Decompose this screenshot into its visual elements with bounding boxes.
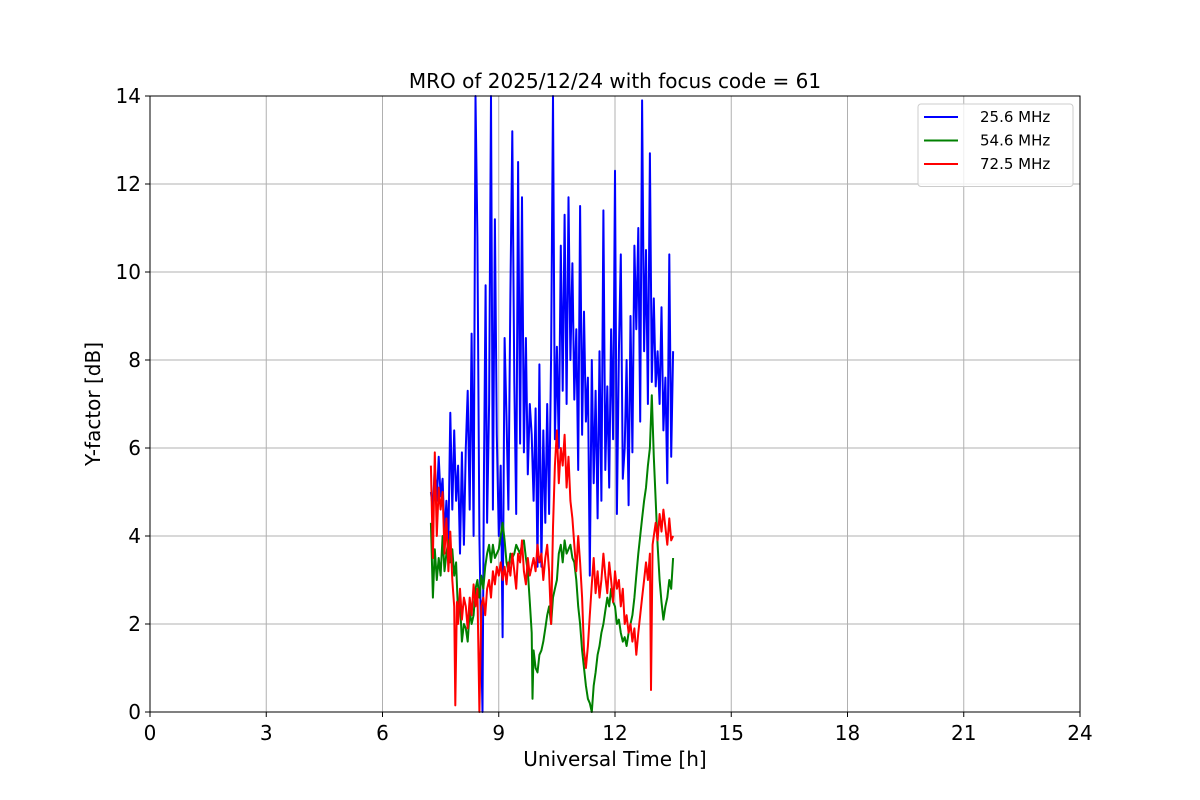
y-axis-label: Y-factor [dB] xyxy=(81,342,105,467)
y-tick-label: 6 xyxy=(128,436,141,460)
x-tick-label: 24 xyxy=(1067,721,1092,745)
y-tick-label: 10 xyxy=(116,260,141,284)
y-tick-label: 14 xyxy=(116,84,141,108)
plot-area xyxy=(429,95,675,713)
legend-label-2: 54.6 MHz xyxy=(980,132,1050,150)
y-tick-label: 8 xyxy=(128,348,141,372)
legend-label-3: 72.5 MHz xyxy=(980,155,1050,173)
x-tick-label: 6 xyxy=(376,721,389,745)
y-tick-label: 2 xyxy=(128,612,141,636)
y-tick-label: 0 xyxy=(128,700,141,724)
y-tick-label: 4 xyxy=(128,524,141,548)
x-tick-label: 12 xyxy=(602,721,627,745)
x-axis-label: Universal Time [h] xyxy=(523,747,706,771)
series-line-3 xyxy=(429,429,675,713)
chart-title: MRO of 2025/12/24 with focus code = 61 xyxy=(409,69,821,93)
x-tick-label: 0 xyxy=(144,721,157,745)
legend-label-1: 25.6 MHz xyxy=(980,108,1050,126)
y-tick-label: 12 xyxy=(116,172,141,196)
x-tick-label: 21 xyxy=(951,721,976,745)
x-tick-label: 9 xyxy=(492,721,505,745)
x-tick-label: 3 xyxy=(260,721,273,745)
x-tick-label: 18 xyxy=(835,721,860,745)
legend-box xyxy=(917,103,1074,187)
x-tick-label: 15 xyxy=(719,721,744,745)
legend: 25.6 MHz 54.6 MHz 72.5 MHz xyxy=(917,103,1074,187)
series-line-1 xyxy=(429,95,675,713)
